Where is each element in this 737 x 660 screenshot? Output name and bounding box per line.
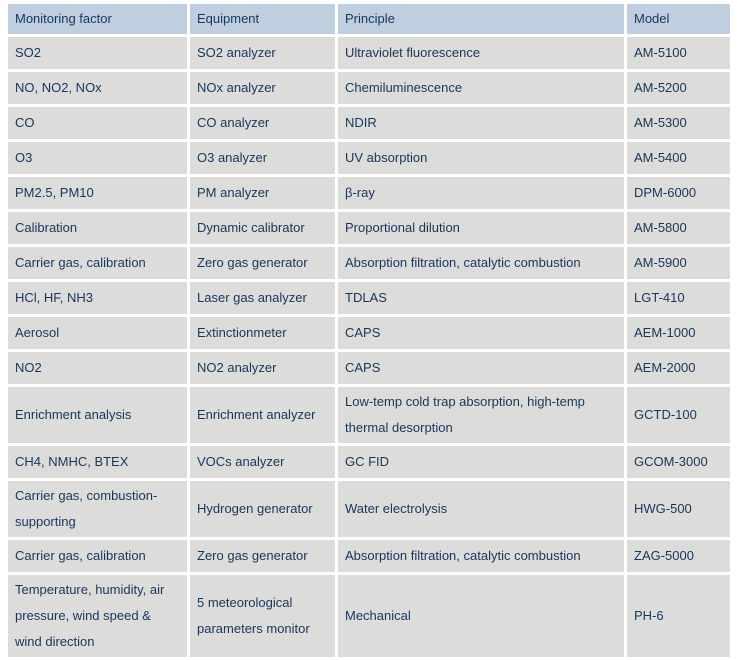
equipment-cell: O3 analyzer [190, 142, 335, 174]
equipment-cell: Zero gas generator [190, 540, 335, 572]
table-row: Calibration Dynamic calibrator Proportiona… [8, 212, 730, 244]
equipment-cell: PM analyzer [190, 177, 335, 209]
monitoring-factor-cell: CO [8, 107, 187, 139]
table-row: Carrier gas, combustion-supporting Hydrog… [8, 481, 730, 537]
equipment-cell: Zero gas generator [190, 247, 335, 279]
monitoring-factor-cell: O3 [8, 142, 187, 174]
monitoring-factor-cell: PM2.5, PM10 [8, 177, 187, 209]
principle-cell: UV absorption [338, 142, 624, 174]
equipment-cell: CO analyzer [190, 107, 335, 139]
equipment-cell: VOCs analyzer [190, 446, 335, 478]
model-cell: AM-5300 [627, 107, 730, 139]
principle-cell: Chemiluminescence [338, 72, 624, 104]
table-row: HCl, HF, NH3 Laser gas analyzer TDLAS LGT-4… [8, 282, 730, 314]
principle-cell: β-ray [338, 177, 624, 209]
model-cell: ZAG-5000 [627, 540, 730, 572]
principle-cell: CAPS [338, 317, 624, 349]
model-cell: AEM-1000 [627, 317, 730, 349]
model-cell: GCOM-3000 [627, 446, 730, 478]
principle-cell: Absorption filtration, catalytic combust… [338, 247, 624, 279]
principle-cell: NDIR [338, 107, 624, 139]
table-row: Enrichment analysis Enrichment analyzer Lo… [8, 387, 730, 443]
model-cell: GCTD-100 [627, 387, 730, 443]
monitoring-factor-cell: NO, NO2, NOx [8, 72, 187, 104]
principle-cell: TDLAS [338, 282, 624, 314]
principle-cell: Water electrolysis [338, 481, 624, 537]
monitoring-factor-cell: Carrier gas, calibration [8, 540, 187, 572]
model-cell: AM-5400 [627, 142, 730, 174]
monitoring-factor-cell: Enrichment analysis [8, 387, 187, 443]
model-cell: LGT-410 [627, 282, 730, 314]
model-cell: DPM-6000 [627, 177, 730, 209]
column-header-model: Model [627, 4, 730, 34]
monitoring-factor-cell: CH4, NMHC, BTEX [8, 446, 187, 478]
principle-cell: Mechanical [338, 575, 624, 657]
principle-cell: Proportional dilution [338, 212, 624, 244]
principle-cell: Ultraviolet fluorescence [338, 37, 624, 69]
table-row: O3 O3 analyzer UV absorption AM-5400 [8, 142, 730, 174]
monitoring-factor-cell: NO2 [8, 352, 187, 384]
monitoring-equipment-table: Monitoring factor Equipment Principle Mo… [5, 1, 733, 660]
equipment-cell: SO2 analyzer [190, 37, 335, 69]
monitoring-factor-cell: SO2 [8, 37, 187, 69]
model-cell: PH-6 [627, 575, 730, 657]
equipment-cell: Extinctionmeter [190, 317, 335, 349]
column-header-equipment: Equipment [190, 4, 335, 34]
equipment-cell: Laser gas analyzer [190, 282, 335, 314]
principle-cell: Low-temp cold trap absorption, high-temp… [338, 387, 624, 443]
table-row: Carrier gas, calibration Zero gas generat… [8, 247, 730, 279]
table-row: NO, NO2, NOx NOx analyzer Chemiluminescenc… [8, 72, 730, 104]
model-cell: AM-5900 [627, 247, 730, 279]
monitoring-factor-cell: Aerosol [8, 317, 187, 349]
model-cell: AM-5200 [627, 72, 730, 104]
model-cell: HWG-500 [627, 481, 730, 537]
monitoring-factor-cell: Calibration [8, 212, 187, 244]
equipment-cell: 5 meteorological parameters monitor [190, 575, 335, 657]
model-cell: AEM-2000 [627, 352, 730, 384]
monitoring-factor-cell: Carrier gas, combustion-supporting [8, 481, 187, 537]
equipment-cell: NO2 analyzer [190, 352, 335, 384]
model-cell: AM-5100 [627, 37, 730, 69]
table-row: PM2.5, PM10 PM analyzer β-ray DPM-6000 [8, 177, 730, 209]
table-row: Carrier gas, calibration Zero gas generat… [8, 540, 730, 572]
principle-cell: CAPS [338, 352, 624, 384]
equipment-cell: Hydrogen generator [190, 481, 335, 537]
table-row: SO2 SO2 analyzer Ultraviolet fluorescence A… [8, 37, 730, 69]
table-row: CO CO analyzer NDIR AM-5300 [8, 107, 730, 139]
monitoring-factor-cell: Temperature, humidity, air pressure, win… [8, 575, 187, 657]
column-header-principle: Principle [338, 4, 624, 34]
principle-cell: Absorption filtration, catalytic combust… [338, 540, 624, 572]
table-row: NO2 NO2 analyzer CAPS AEM-2000 [8, 352, 730, 384]
equipment-cell: NOx analyzer [190, 72, 335, 104]
equipment-cell: Enrichment analyzer [190, 387, 335, 443]
table-row: Temperature, humidity, air pressure, win… [8, 575, 730, 657]
table-row: CH4, NMHC, BTEX VOCs analyzer GC FID GCOM-3… [8, 446, 730, 478]
column-header-monitoring-factor: Monitoring factor [8, 4, 187, 34]
table-row: Aerosol Extinctionmeter CAPS AEM-1000 [8, 317, 730, 349]
principle-cell: GC FID [338, 446, 624, 478]
header-row: Monitoring factor Equipment Principle Mo… [8, 4, 730, 34]
monitoring-factor-cell: Carrier gas, calibration [8, 247, 187, 279]
equipment-cell: Dynamic calibrator [190, 212, 335, 244]
monitoring-factor-cell: HCl, HF, NH3 [8, 282, 187, 314]
model-cell: AM-5800 [627, 212, 730, 244]
